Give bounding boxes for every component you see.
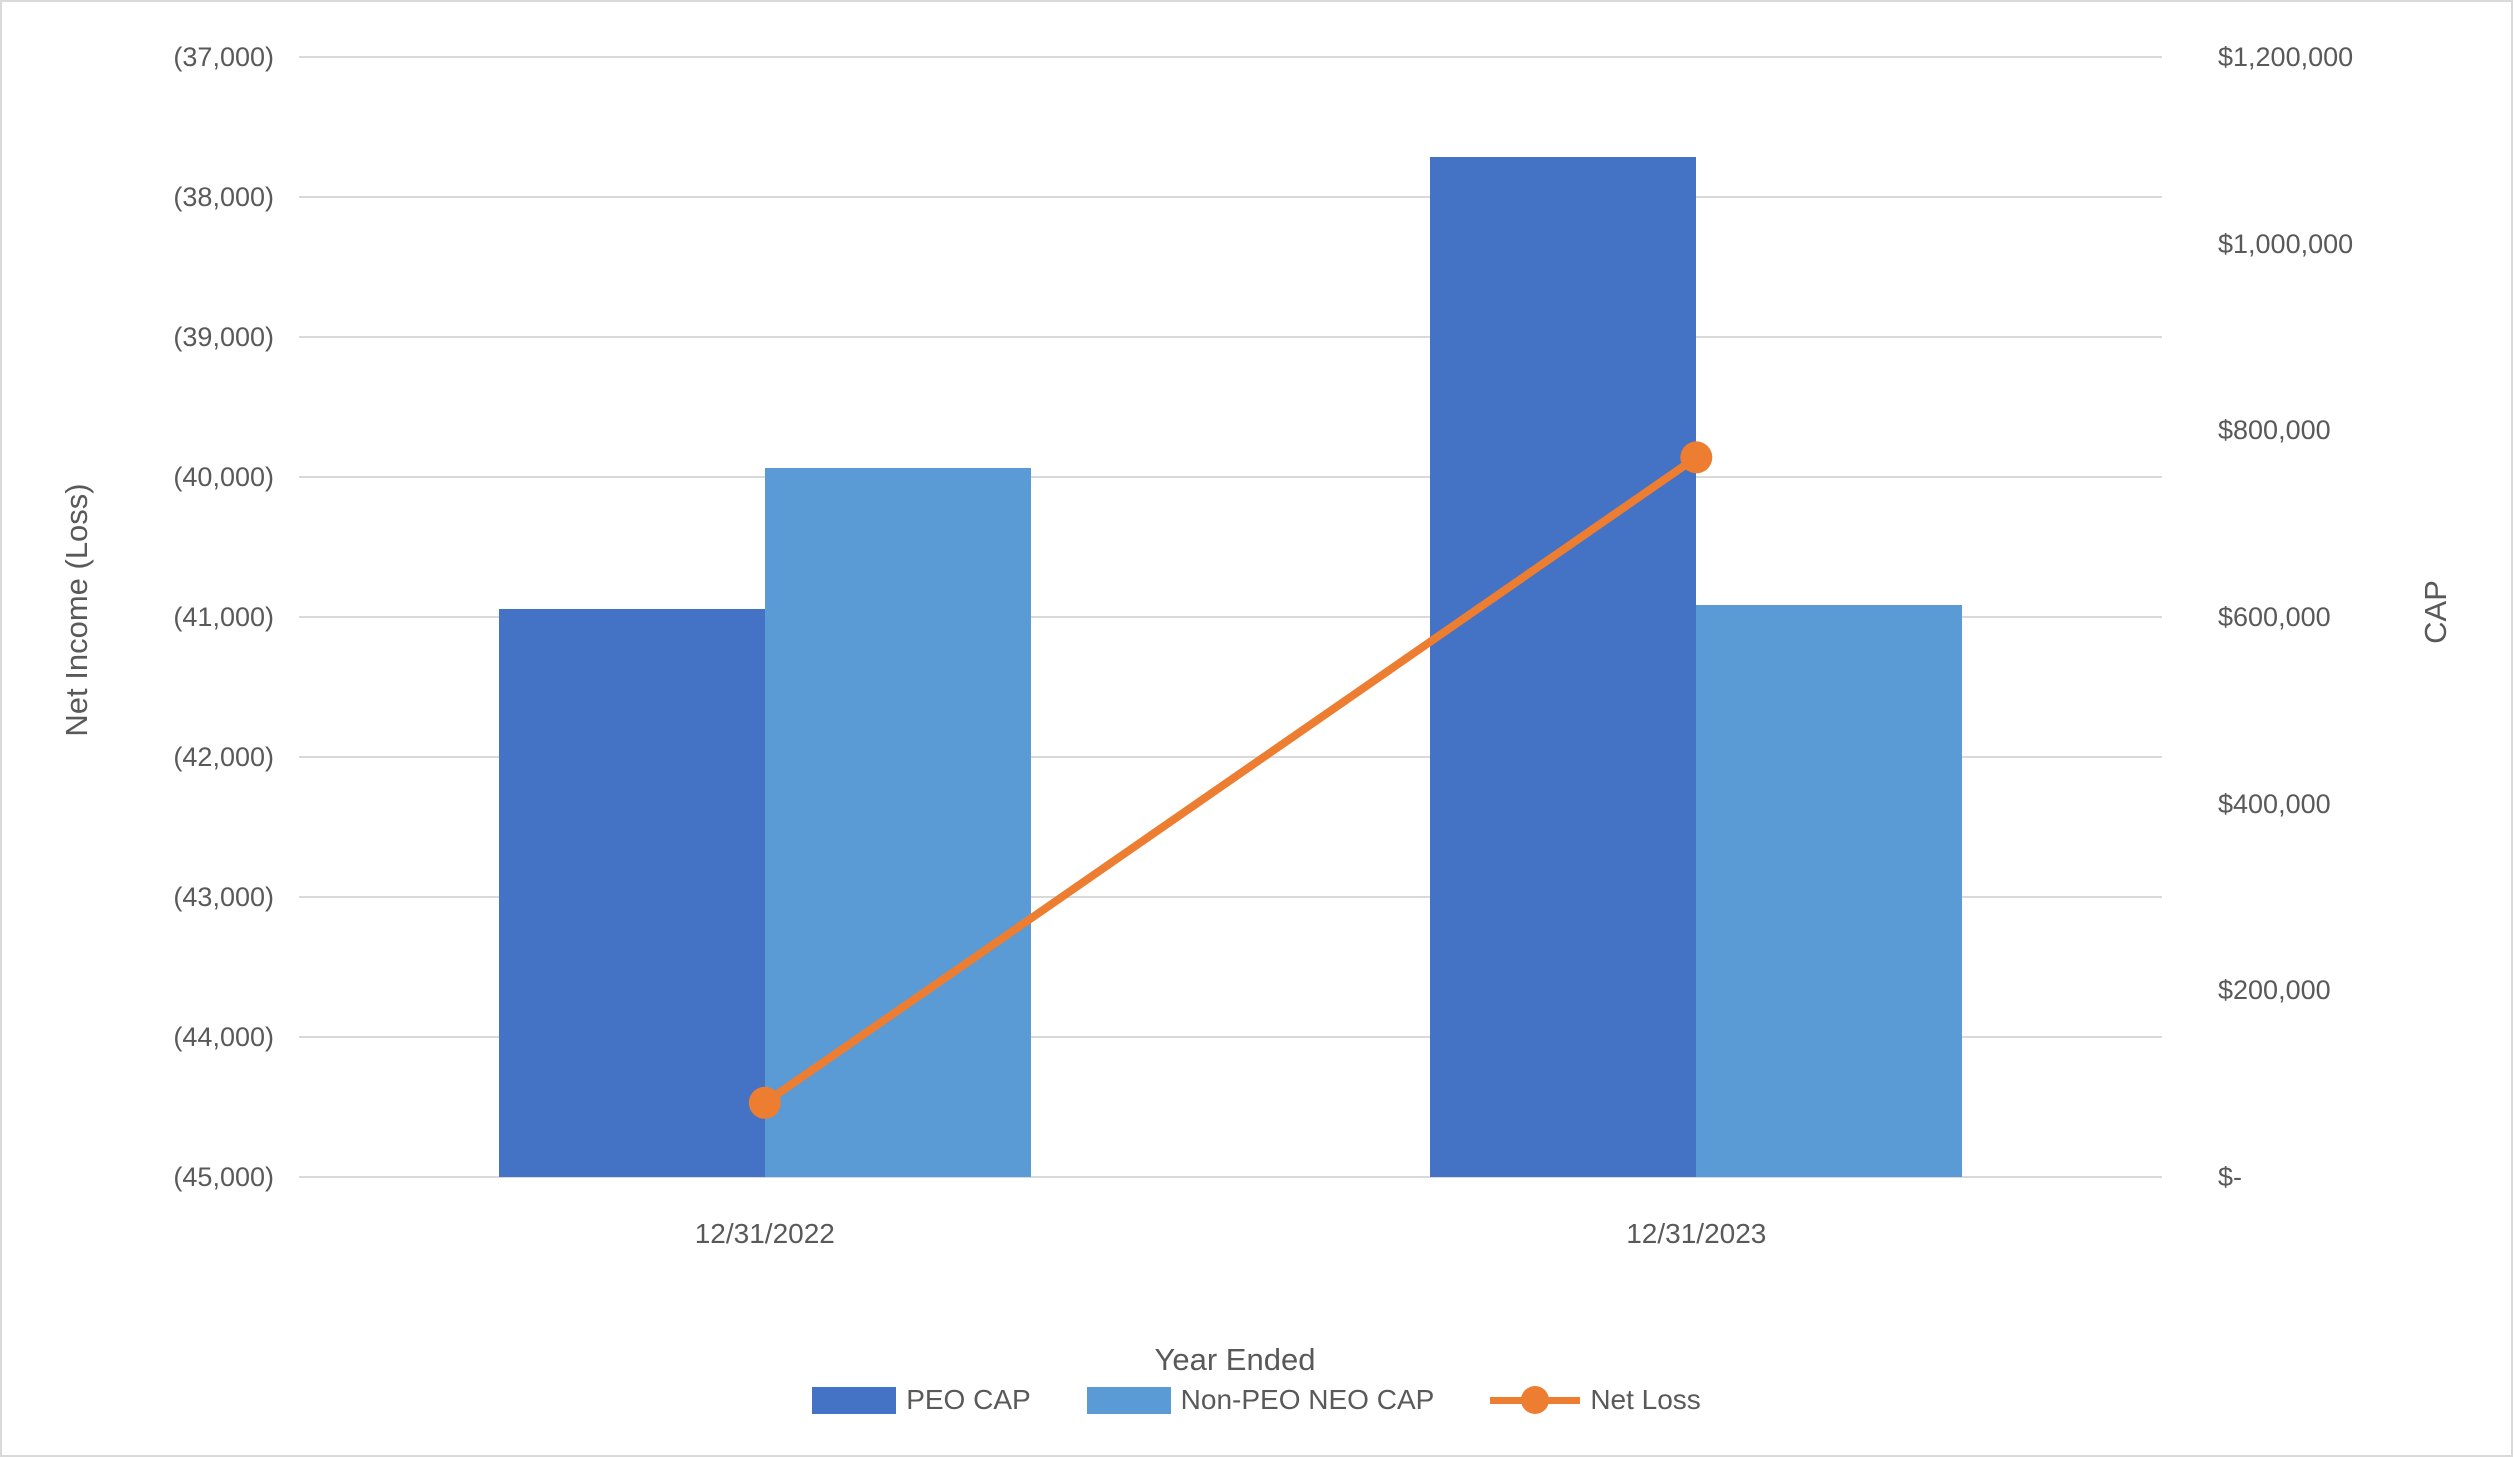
- left-axis-tick-label: (44,000): [173, 1022, 274, 1052]
- legend-label: Net Loss: [1590, 1384, 1701, 1415]
- left-axis-tick-label: (41,000): [173, 602, 274, 632]
- x-axis-category-label: 12/31/2022: [694, 1218, 835, 1249]
- legend-item-peo-cap: PEO CAP: [812, 1384, 1031, 1416]
- legend-label: Non-PEO NEO CAP: [1180, 1384, 1435, 1415]
- legend-marker-dot-icon: [1521, 1386, 1550, 1414]
- gridline: [299, 476, 2162, 478]
- right-axis-tick-label: $200,000: [2218, 975, 2331, 1006]
- left-axis-tick-label: (45,000): [173, 1162, 274, 1192]
- right-axis-title: CAP: [2418, 580, 2453, 644]
- left-axis-tick-label: (38,000): [173, 182, 274, 212]
- gridline: [299, 1176, 2162, 1178]
- left-axis-title: Net Income (Loss): [59, 483, 94, 737]
- x-axis-title: Year Ended: [1154, 1342, 1316, 1377]
- left-axis-tick-label: (42,000): [173, 742, 274, 772]
- right-axis-tick-label: $1,000,000: [2218, 228, 2354, 259]
- bar-peo-cap-12-31-2023: [1430, 156, 1697, 1177]
- gridline: [299, 336, 2162, 338]
- right-axis-tick-label: $1,200,000: [2218, 42, 2354, 72]
- right-axis-tick-label: $600,000: [2218, 602, 2331, 632]
- bar-non-peo-neo-cap-12-31-2022: [764, 467, 1031, 1177]
- legend-bar-swatch-icon: [1086, 1386, 1171, 1414]
- legend-line-marker-swatch-icon: [1490, 1385, 1581, 1415]
- left-axis-tick-label: (37,000): [173, 42, 274, 72]
- left-axis-tick-label: (43,000): [173, 882, 274, 912]
- right-axis-tick-label: $400,000: [2218, 788, 2331, 819]
- legend-bar-swatch-icon: [812, 1386, 897, 1414]
- bar-peo-cap-12-31-2022: [498, 609, 765, 1177]
- gridline: [299, 196, 2162, 198]
- left-axis-tick-label: (40,000): [173, 462, 274, 492]
- legend: PEO CAP Non-PEO NEO CAP Net Loss: [2, 1384, 2511, 1416]
- x-axis-category-label: 12/31/2023: [1626, 1218, 1767, 1249]
- right-axis-tick-label: $-: [2218, 1162, 2243, 1192]
- gridline: [299, 56, 2162, 58]
- legend-label: PEO CAP: [906, 1384, 1031, 1415]
- bar-non-peo-neo-cap-12-31-2023: [1696, 604, 1963, 1177]
- legend-item-non-peo-neo-cap: Non-PEO NEO CAP: [1086, 1384, 1435, 1416]
- right-axis-tick-label: $800,000: [2218, 415, 2331, 446]
- legend-item-net-loss: Net Loss: [1490, 1384, 1701, 1416]
- left-axis-tick-label: (39,000): [173, 322, 274, 352]
